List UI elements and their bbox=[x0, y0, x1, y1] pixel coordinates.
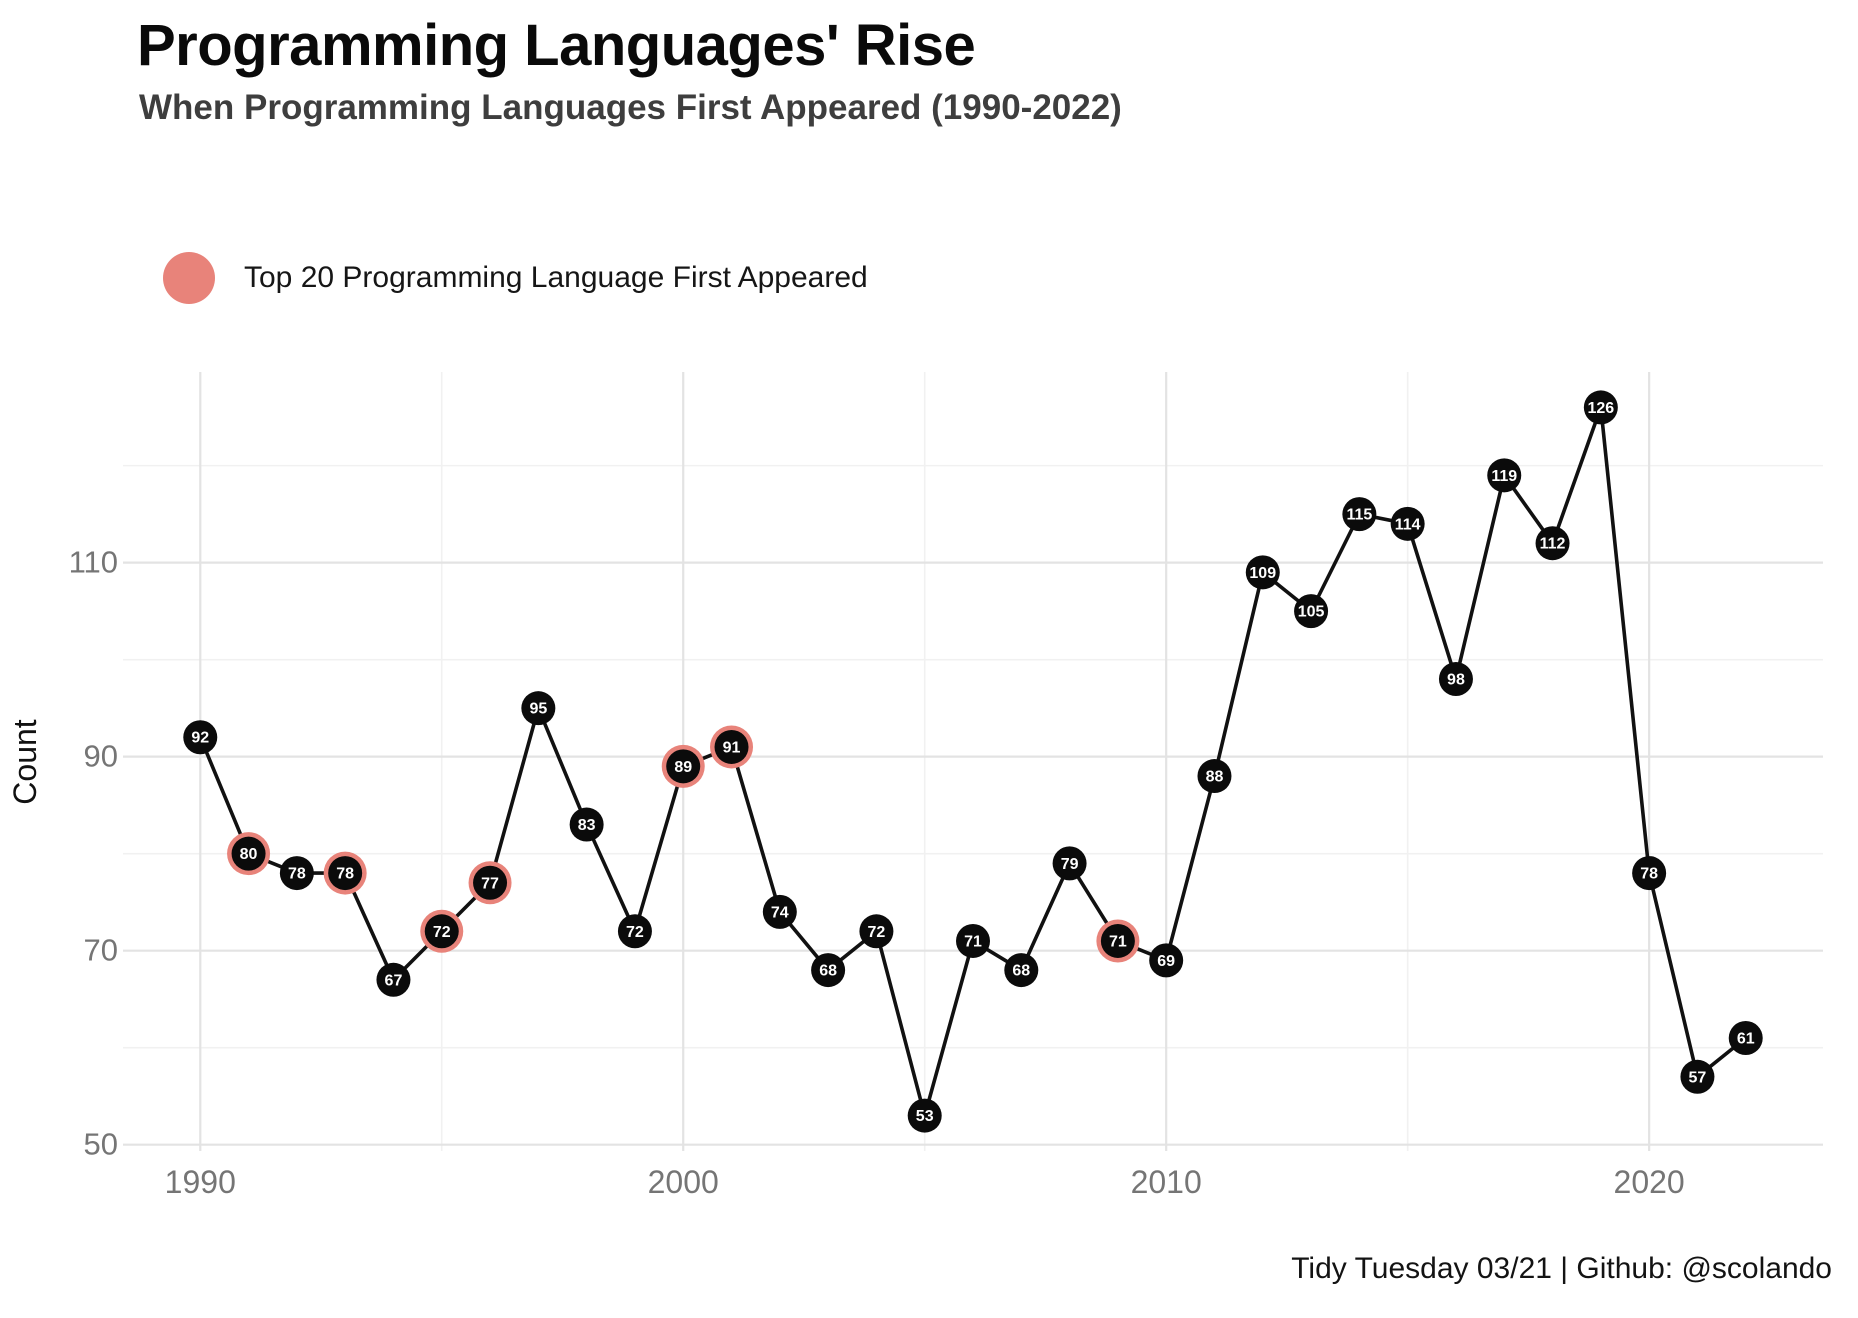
data-point-label-2008: 79 bbox=[1061, 856, 1079, 873]
data-point-label-2010: 69 bbox=[1157, 953, 1175, 970]
data-point-2012 bbox=[1245, 555, 1280, 590]
y-tick-label-70: 70 bbox=[84, 933, 118, 968]
data-point-label-2022: 61 bbox=[1737, 1030, 1755, 1047]
data-point-label-2009: 71 bbox=[1109, 933, 1127, 950]
x-tick-label-2020: 2020 bbox=[1614, 1164, 1685, 1200]
data-point-1999 bbox=[617, 914, 652, 949]
data-point-label-1995: 72 bbox=[433, 924, 451, 941]
data-point-label-1990: 92 bbox=[191, 730, 209, 747]
data-point-2003 bbox=[811, 953, 846, 988]
data-point-2014 bbox=[1342, 497, 1377, 532]
data-point-2018 bbox=[1535, 526, 1570, 561]
chart-subtitle: When Programming Languages First Appeare… bbox=[139, 88, 1122, 127]
data-point-label-1998: 83 bbox=[578, 817, 596, 834]
data-point-label-1993: 78 bbox=[336, 866, 354, 883]
data-point-label-2006: 71 bbox=[964, 933, 982, 950]
data-point-1998 bbox=[569, 807, 604, 842]
data-point-2011 bbox=[1197, 759, 1232, 794]
data-point-2016 bbox=[1438, 662, 1473, 697]
legend: Top 20 Programming Language First Appear… bbox=[163, 252, 868, 304]
data-point-label-2011: 88 bbox=[1206, 769, 1224, 786]
chart-title: Programming Languages' Rise bbox=[137, 13, 976, 78]
data-point-2020 bbox=[1632, 856, 1667, 891]
data-point-label-2007: 68 bbox=[1012, 963, 1030, 980]
caption: Tidy Tuesday 03/21 | Github: @scolando bbox=[1291, 1252, 1832, 1285]
data-point-label-2001: 91 bbox=[723, 739, 741, 756]
data-point-label-2004: 72 bbox=[868, 924, 886, 941]
data-point-2022 bbox=[1728, 1020, 1763, 1055]
data-point-2009 bbox=[1100, 923, 1135, 958]
data-point-label-1992: 78 bbox=[288, 866, 306, 883]
y-tick-label-110: 110 bbox=[69, 545, 118, 580]
data-point-label-2019: 126 bbox=[1587, 400, 1614, 417]
data-point-label-2003: 68 bbox=[819, 963, 837, 980]
x-tick-label-1990: 1990 bbox=[165, 1164, 236, 1200]
data-point-2017 bbox=[1487, 458, 1522, 493]
y-tick-label-50: 50 bbox=[84, 1127, 118, 1162]
data-point-2001 bbox=[714, 729, 749, 764]
data-point-label-2016: 98 bbox=[1447, 672, 1465, 689]
data-point-label-1991: 80 bbox=[240, 846, 258, 863]
data-point-1997 bbox=[521, 691, 556, 726]
data-point-1994 bbox=[376, 962, 411, 997]
data-point-1996 bbox=[473, 865, 508, 900]
data-point-label-2018: 112 bbox=[1540, 536, 1566, 553]
data-point-label-2017: 119 bbox=[1491, 468, 1517, 485]
data-point-label-2013: 105 bbox=[1298, 604, 1325, 621]
data-point-label-2002: 74 bbox=[771, 904, 789, 921]
data-point-label-2014: 115 bbox=[1346, 507, 1372, 524]
data-point-1995 bbox=[424, 914, 459, 949]
data-point-2004 bbox=[859, 914, 894, 949]
legend-label: Top 20 Programming Language First Appear… bbox=[244, 261, 868, 294]
data-point-2007 bbox=[1004, 953, 1039, 988]
data-point-2005 bbox=[907, 1098, 942, 1133]
data-point-label-1999: 72 bbox=[626, 924, 644, 941]
y-axis-title: Count bbox=[7, 719, 43, 805]
data-point-2006 bbox=[956, 923, 990, 958]
data-point-2021 bbox=[1680, 1059, 1715, 1094]
x-tick-label-2010: 2010 bbox=[1131, 1164, 1202, 1200]
data-point-2010 bbox=[1149, 943, 1184, 978]
legend-marker-circle-icon bbox=[163, 252, 215, 304]
data-point-2000 bbox=[666, 749, 701, 784]
data-point-label-2012: 109 bbox=[1249, 565, 1276, 582]
data-point-label-2000: 89 bbox=[674, 759, 692, 776]
data-point-label-1996: 77 bbox=[481, 875, 499, 892]
data-point-1990 bbox=[183, 720, 218, 755]
data-point-label-2005: 53 bbox=[916, 1108, 934, 1125]
y-tick-label-90: 90 bbox=[84, 739, 118, 774]
data-point-label-1994: 67 bbox=[385, 972, 403, 989]
series-line bbox=[198, 405, 1748, 1118]
data-point-1991 bbox=[231, 836, 266, 871]
data-point-2015 bbox=[1390, 506, 1425, 541]
data-point-1992 bbox=[279, 856, 314, 891]
x-tick-label-2000: 2000 bbox=[648, 1164, 719, 1200]
data-point-2013 bbox=[1294, 594, 1329, 629]
data-point-label-2015: 114 bbox=[1395, 516, 1421, 533]
data-point-1993 bbox=[328, 856, 363, 891]
data-point-label-2021: 57 bbox=[1689, 1069, 1707, 1086]
data-point-label-2020: 78 bbox=[1640, 866, 1658, 883]
data-point-2019 bbox=[1583, 390, 1618, 425]
data-point-label-1997: 95 bbox=[529, 701, 547, 718]
data-point-2008 bbox=[1052, 846, 1087, 881]
data-point-2002 bbox=[762, 894, 797, 929]
